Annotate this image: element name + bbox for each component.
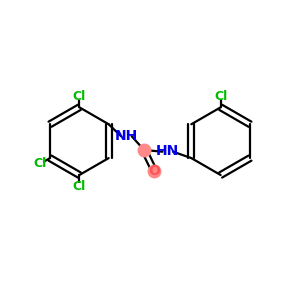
Text: O: O	[148, 164, 160, 178]
Text: Cl: Cl	[73, 180, 86, 193]
Text: Cl: Cl	[73, 90, 86, 103]
Text: HN: HN	[156, 144, 179, 158]
Text: Cl: Cl	[214, 90, 227, 103]
Text: NH: NH	[115, 129, 138, 142]
Text: Cl: Cl	[34, 157, 47, 170]
